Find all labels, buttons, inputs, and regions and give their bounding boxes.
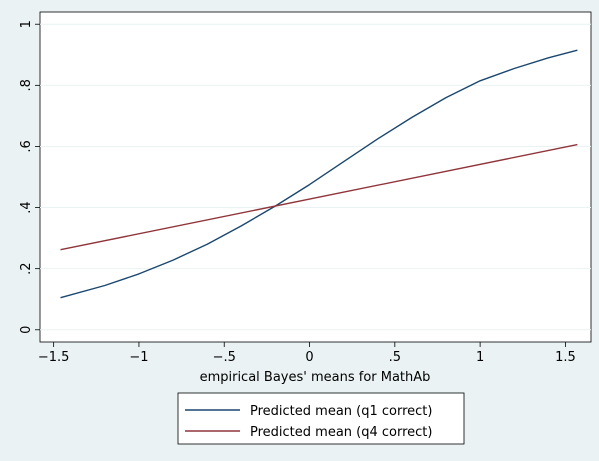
y-tick-label: .4 <box>19 201 34 213</box>
x-tick-label: .5 <box>389 350 401 365</box>
x-axis: −1.5 −1 −.5 0 .5 1 1.5 <box>38 342 576 365</box>
grid <box>40 23 591 331</box>
x-tick-label: −1.5 <box>38 350 70 365</box>
x-tick-label: −1 <box>129 350 148 365</box>
series-line-2 <box>60 143 578 251</box>
x-tick-label: 0 <box>305 350 313 365</box>
y-tick-label: .6 <box>19 140 34 152</box>
x-axis-title: empirical Bayes' means for MathAb <box>200 370 431 385</box>
legend: Predicted mean (q1 correct) Predicted mea… <box>177 392 465 445</box>
y-tick-label: .2 <box>19 262 34 274</box>
series-line-1 <box>60 49 578 299</box>
x-tick-label: 1 <box>476 350 484 365</box>
legend-label-1: Predicted mean (q1 correct) <box>250 404 432 419</box>
legend-label-2: Predicted mean (q4 correct) <box>250 425 432 440</box>
y-tick-label: 1 <box>19 20 34 28</box>
y-tick-label: .8 <box>19 79 34 91</box>
x-tick-label: −.5 <box>213 350 236 365</box>
y-axis: 0 .2 .4 .6 .8 1 <box>19 20 40 334</box>
x-tick-label: 1.5 <box>555 350 576 365</box>
legend-box <box>177 392 465 445</box>
series-layer <box>60 49 578 299</box>
y-tick-label: 0 <box>19 326 34 334</box>
plot-area <box>39 11 592 343</box>
